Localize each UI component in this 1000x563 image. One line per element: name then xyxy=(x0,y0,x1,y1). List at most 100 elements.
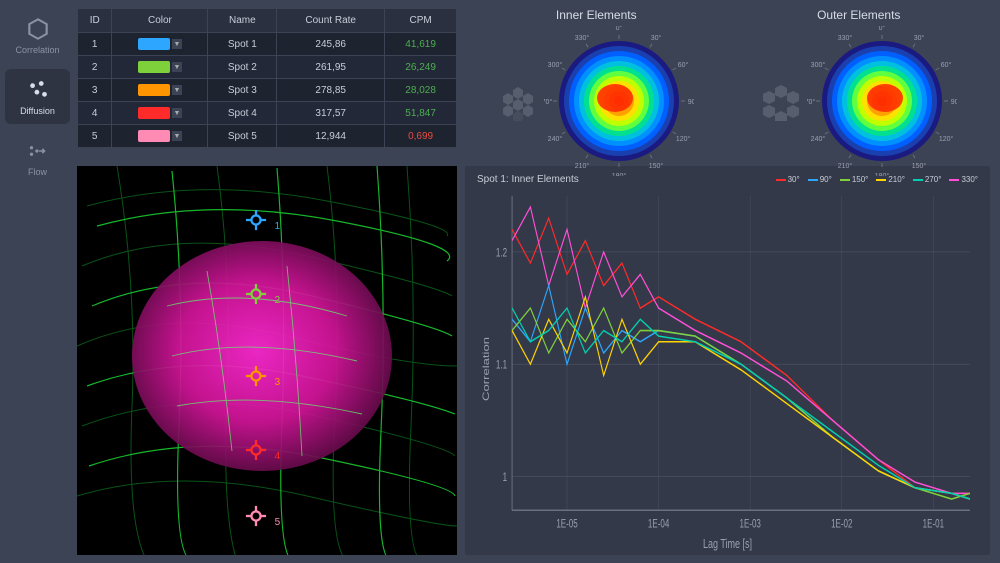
svg-text:210°: 210° xyxy=(575,162,590,170)
nav-label: Diffusion xyxy=(20,106,55,116)
col-header[interactable]: ID xyxy=(78,9,112,33)
microscopy-image[interactable]: 1 2 3 4 5 xyxy=(77,166,457,555)
svg-text:210°: 210° xyxy=(838,162,853,170)
cell-name: Spot 4 xyxy=(208,102,277,125)
svg-text:1.2: 1.2 xyxy=(496,247,507,260)
svg-text:330°: 330° xyxy=(575,34,590,42)
chevron-down-icon[interactable]: ▼ xyxy=(172,131,182,141)
svg-text:330°: 330° xyxy=(838,34,853,42)
svg-text:150°: 150° xyxy=(912,162,927,170)
polar-panel: Inner Elements xyxy=(465,8,990,158)
svg-text:270°: 270° xyxy=(544,98,552,106)
spot-marker[interactable]: 5 xyxy=(245,505,267,527)
line-chart[interactable]: 11.11.21E-051E-041E-031E-021E-01Lag Time… xyxy=(477,187,978,551)
inner-title: Inner Elements xyxy=(481,8,711,22)
legend-item[interactable]: 270° xyxy=(913,175,942,184)
svg-text:270°: 270° xyxy=(807,98,815,106)
spot-marker[interactable]: 2 xyxy=(245,283,267,305)
cell-id: 5 xyxy=(78,125,112,148)
svg-text:150°: 150° xyxy=(649,162,664,170)
chevron-down-icon[interactable]: ▼ xyxy=(172,85,182,95)
cell-cpm: 28,028 xyxy=(385,79,457,102)
cell-name: Spot 1 xyxy=(208,33,277,56)
cell-name: Spot 5 xyxy=(208,125,277,148)
hex-inner-icon xyxy=(498,81,538,121)
cube-icon xyxy=(25,16,51,42)
flow-icon xyxy=(25,138,51,164)
col-header[interactable]: Name xyxy=(208,9,277,33)
svg-text:30°: 30° xyxy=(651,34,662,42)
svg-text:1E-04: 1E-04 xyxy=(648,518,670,531)
cell-cpm: 0,699 xyxy=(385,125,457,148)
cell-cpm: 51,847 xyxy=(385,102,457,125)
cell-name: Spot 3 xyxy=(208,79,277,102)
svg-text:1: 1 xyxy=(503,472,508,485)
nav-flow[interactable]: Flow xyxy=(5,130,70,185)
cell-count: 12,944 xyxy=(277,125,385,148)
svg-text:120°: 120° xyxy=(676,135,691,143)
chevron-down-icon[interactable]: ▼ xyxy=(172,62,182,72)
cell-id: 4 xyxy=(78,102,112,125)
chevron-down-icon[interactable]: ▼ xyxy=(172,39,182,49)
cell-cpm: 26,249 xyxy=(385,56,457,79)
svg-text:30°: 30° xyxy=(913,34,924,42)
cell-color[interactable]: ▼ xyxy=(112,79,208,102)
nav-label: Correlation xyxy=(15,45,59,55)
svg-text:1E-02: 1E-02 xyxy=(831,518,853,531)
legend-item[interactable]: 30° xyxy=(776,175,800,184)
sidebar: Correlation Diffusion Flow xyxy=(0,0,75,563)
svg-text:1E-05: 1E-05 xyxy=(556,518,578,531)
correlation-chart-panel: Spot 1: Inner Elements 30°90°150°210°270… xyxy=(465,166,990,555)
cell-id: 1 xyxy=(78,33,112,56)
svg-text:180°: 180° xyxy=(875,172,890,176)
chevron-down-icon[interactable]: ▼ xyxy=(172,108,182,118)
nav-correlation[interactable]: Correlation xyxy=(5,8,70,63)
spots-table-panel: IDColorNameCount RateCPM 1 ▼ Spot 1 245,… xyxy=(77,8,457,158)
cell-count: 261,95 xyxy=(277,56,385,79)
cell-cpm: 41,619 xyxy=(385,33,457,56)
legend-item[interactable]: 210° xyxy=(876,175,905,184)
svg-text:1E-01: 1E-01 xyxy=(923,518,945,531)
table-row[interactable]: 2 ▼ Spot 2 261,95 26,249 xyxy=(78,56,457,79)
polar-inner-chart[interactable]: 0°30°60°90°120°150°180°210°240°270°300°3… xyxy=(544,26,694,176)
svg-text:120°: 120° xyxy=(939,135,954,143)
cell-color[interactable]: ▼ xyxy=(112,125,208,148)
nav-diffusion[interactable]: Diffusion xyxy=(5,69,70,124)
nav-label: Flow xyxy=(28,167,47,177)
outer-title: Outer Elements xyxy=(744,8,974,22)
main-content: IDColorNameCount RateCPM 1 ▼ Spot 1 245,… xyxy=(75,0,1000,563)
outer-elements-block: Outer Elements 0°30 xyxy=(744,8,974,176)
svg-text:300°: 300° xyxy=(810,61,825,69)
cell-color[interactable]: ▼ xyxy=(112,102,208,125)
svg-text:0°: 0° xyxy=(878,26,885,32)
cell-id: 2 xyxy=(78,56,112,79)
cell-id: 3 xyxy=(78,79,112,102)
polar-outer-chart[interactable]: 0°30°60°90°120°150°180°210°240°270°300°3… xyxy=(807,26,957,176)
legend-item[interactable]: 90° xyxy=(808,175,832,184)
table-row[interactable]: 1 ▼ Spot 1 245,86 41,619 xyxy=(78,33,457,56)
dots-icon xyxy=(25,77,51,103)
svg-text:300°: 300° xyxy=(548,61,563,69)
legend-item[interactable]: 150° xyxy=(840,175,869,184)
line-legend: 30° 90° 150° 210° 270° 330° xyxy=(776,175,978,184)
svg-text:90°: 90° xyxy=(950,98,956,106)
svg-text:240°: 240° xyxy=(810,135,825,143)
col-header[interactable]: CPM xyxy=(385,9,457,33)
cell-count: 317,57 xyxy=(277,102,385,125)
cell-name: Spot 2 xyxy=(208,56,277,79)
spot-marker[interactable]: 4 xyxy=(245,439,267,461)
table-row[interactable]: 4 ▼ Spot 4 317,57 51,847 xyxy=(78,102,457,125)
col-header[interactable]: Count Rate xyxy=(277,9,385,33)
cell-color[interactable]: ▼ xyxy=(112,33,208,56)
col-header[interactable]: Color xyxy=(112,9,208,33)
table-row[interactable]: 5 ▼ Spot 5 12,944 0,699 xyxy=(78,125,457,148)
legend-item[interactable]: 330° xyxy=(949,175,978,184)
table-row[interactable]: 3 ▼ Spot 3 278,85 28,028 xyxy=(78,79,457,102)
svg-text:0°: 0° xyxy=(616,26,623,32)
inner-elements-block: Inner Elements xyxy=(481,8,711,176)
svg-text:60°: 60° xyxy=(678,61,689,69)
cell-count: 245,86 xyxy=(277,33,385,56)
spot-marker[interactable]: 3 xyxy=(245,365,267,387)
spot-marker[interactable]: 1 xyxy=(245,209,267,231)
cell-color[interactable]: ▼ xyxy=(112,56,208,79)
